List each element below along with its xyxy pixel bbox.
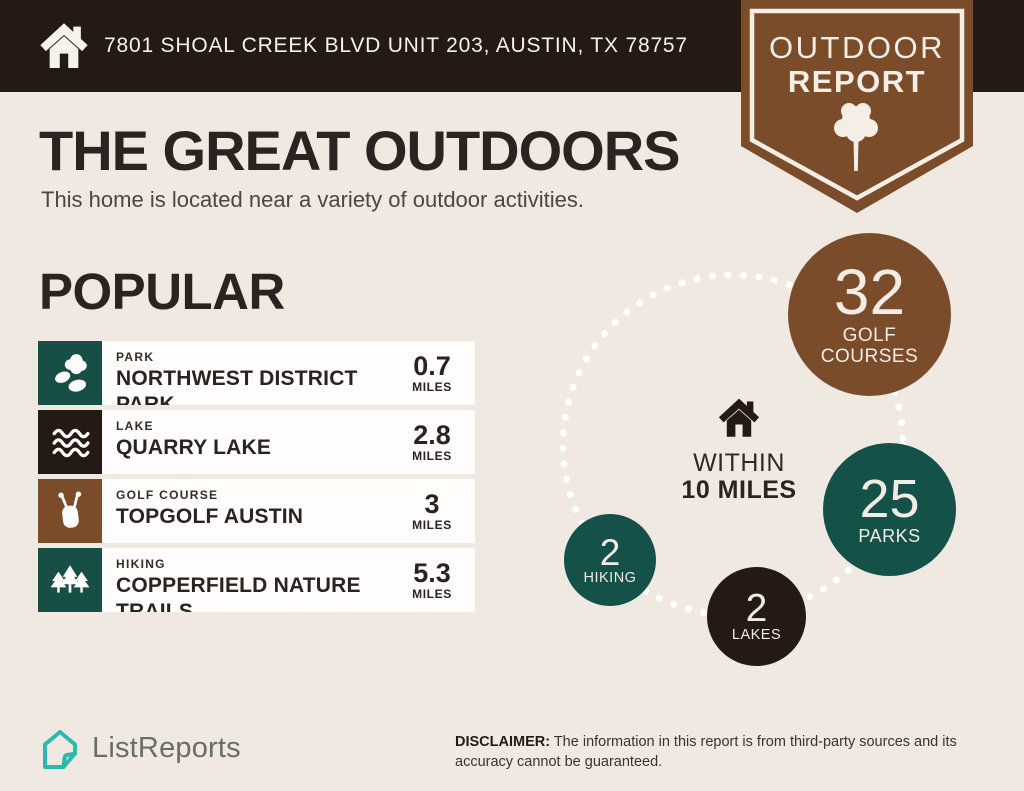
pine-trees-icon: [38, 548, 102, 612]
listreports-house-icon: [43, 730, 77, 769]
distance-unit: MILES: [412, 379, 452, 394]
stat-label: PARKS: [858, 525, 921, 546]
place-name: COPPERFIELD NATURE TRAILS: [116, 574, 361, 612]
place-name: TOPGOLF AUSTIN: [116, 505, 304, 528]
distance-unit: MILES: [412, 586, 452, 601]
disclaimer-text: The information in this report is from t…: [455, 734, 957, 770]
disclaimer: DISCLAIMER: The information in this repo…: [455, 733, 1000, 772]
stat-circle-lakes: 2 LAKES: [707, 567, 806, 666]
popular-heading: POPULAR: [39, 263, 285, 320]
list-item-lake: LAKE QUARRY LAKE 2.8 MILES: [38, 410, 475, 474]
stat-value: 32: [833, 256, 906, 328]
list-item-golf: GOLF COURSE TOPGOLF AUSTIN 3 MILES: [38, 479, 475, 543]
distance: 0.7 MILES: [389, 341, 475, 405]
distance-value: 5.3: [413, 557, 451, 588]
lake-icon: [38, 410, 102, 474]
list-item-card: HIKING COPPERFIELD NATURE TRAILS 5.3 MIL…: [102, 548, 475, 612]
home-icon: [40, 23, 88, 68]
brand-name: ListReports: [92, 731, 241, 764]
distance-value: 3: [424, 488, 440, 519]
list-item-card: PARK NORTHWEST DISTRICT PARK 0.7 MILES: [102, 341, 475, 405]
place-name: NORTHWEST DISTRICT PARK: [116, 367, 358, 405]
disclaimer-label: DISCLAIMER:: [455, 734, 551, 750]
stat-label: HIKING: [583, 569, 637, 586]
golf-bag-icon: [38, 479, 102, 543]
stat-circle-golf-courses: 32 GOLF COURSES: [788, 233, 951, 396]
stat-value: 25: [859, 468, 920, 529]
within-label: WITHIN: [693, 449, 785, 477]
home-icon: [718, 398, 760, 437]
list-item-hiking: HIKING COPPERFIELD NATURE TRAILS 5.3 MIL…: [38, 548, 475, 612]
stat-circle-hiking: 2 HIKING: [564, 514, 656, 606]
stat-label: GOLF COURSES: [820, 325, 919, 367]
category-label: HIKING: [116, 557, 166, 571]
category-label: PARK: [116, 350, 155, 364]
page-subtitle: This home is located near a variety of o…: [41, 187, 584, 212]
list-item-park: PARK NORTHWEST DISTRICT PARK 0.7 MILES: [38, 341, 475, 405]
outdoor-report-badge: OUTDOOR REPORT: [741, 0, 973, 213]
distance: 5.3 MILES: [389, 548, 475, 612]
park-icon: [38, 341, 102, 405]
property-address: 7801 SHOAL CREEK BLVD UNIT 203, AUSTIN, …: [104, 34, 688, 57]
tree-icon: [834, 103, 878, 171]
badge-line2: REPORT: [788, 64, 926, 99]
stat-label: LAKES: [731, 627, 782, 643]
distance-value: 0.7: [413, 350, 451, 381]
distance-unit: MILES: [412, 517, 452, 532]
radius-center-label: WITHIN 10 MILES: [653, 395, 825, 504]
list-item-card: LAKE QUARRY LAKE 2.8 MILES: [102, 410, 475, 474]
stat-value: 2: [745, 587, 768, 630]
miles-label: 10 MILES: [681, 476, 797, 504]
place-name: QUARRY LAKE: [116, 436, 272, 459]
popular-list: PARK NORTHWEST DISTRICT PARK 0.7 MILES L…: [38, 341, 475, 612]
listreports-logo: ListReports: [38, 725, 241, 771]
stat-value: 2: [599, 531, 621, 573]
distance-value: 2.8: [413, 419, 451, 450]
list-item-card: GOLF COURSE TOPGOLF AUSTIN 3 MILES: [102, 479, 475, 543]
page-title: THE GREAT OUTDOORS: [39, 119, 681, 182]
category-label: GOLF COURSE: [116, 488, 219, 502]
badge-line1: OUTDOOR: [769, 30, 945, 65]
stat-circle-parks: 25 PARKS: [823, 443, 956, 576]
distance: 3 MILES: [389, 479, 475, 543]
distance-unit: MILES: [412, 448, 452, 463]
distance: 2.8 MILES: [389, 410, 475, 474]
category-label: LAKE: [116, 419, 154, 433]
